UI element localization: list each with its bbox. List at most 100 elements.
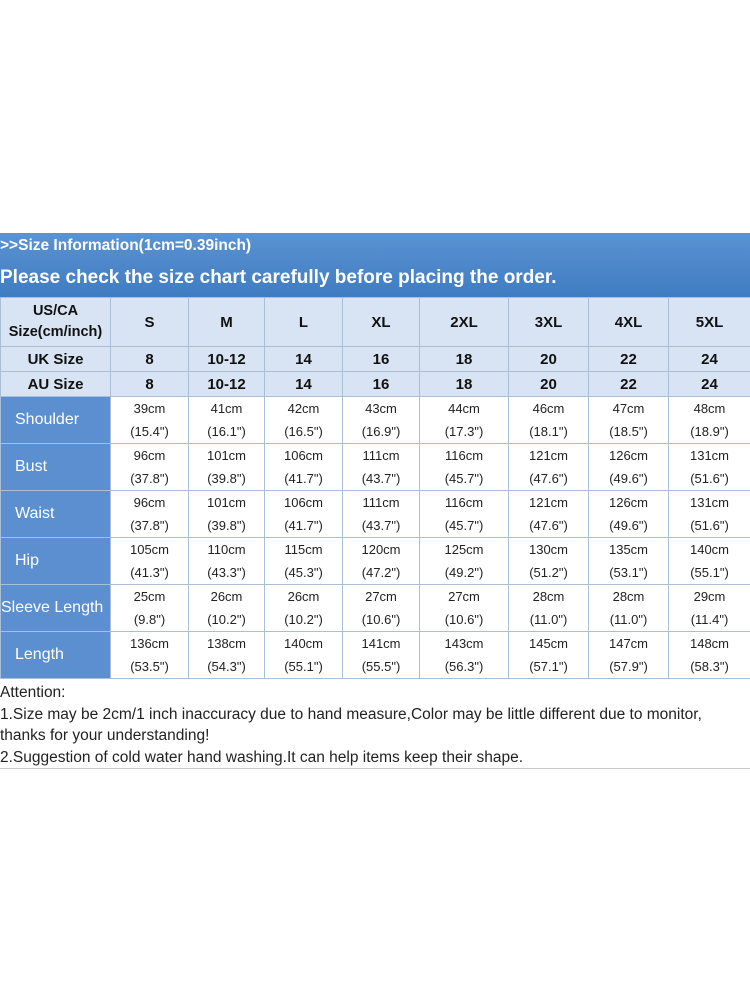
au-size-cell: 22: [588, 371, 669, 397]
size-unit-label: Size(cm/inch): [8, 324, 103, 340]
measurement-cell: 42cm (16.5"): [264, 396, 343, 444]
measurement-row: Shoulder 39cm (15.4") 41cm (16.1") 42cm (16.5"…: [0, 396, 750, 444]
measurement-cell: 96cm (37.8"): [110, 490, 189, 538]
cm-value: 141cm: [361, 636, 401, 651]
inch-value: (18.1"): [529, 424, 568, 439]
measurement-cell: 121cm (47.6"): [508, 443, 589, 491]
size-info-subtitle: Please check the size chart carefully be…: [0, 267, 557, 288]
inch-value: (43.7"): [361, 471, 401, 486]
measurement-cell: 141cm (55.5"): [342, 631, 420, 679]
measurement-cell: 110cm (43.3"): [188, 537, 265, 585]
au-size-cell: 16: [342, 371, 420, 397]
cm-value: 28cm: [532, 589, 565, 604]
measurement-cell: 106cm (41.7"): [264, 443, 343, 491]
measurement-label: Shoulder: [0, 396, 111, 444]
measurement-cell: 135cm (53.1"): [588, 537, 669, 585]
measurement-cell: 101cm (39.8"): [188, 443, 265, 491]
cm-value: 96cm: [133, 448, 166, 463]
measurement-cell: 48cm (18.9"): [668, 396, 750, 444]
inch-value: (47.6"): [529, 518, 568, 533]
measurement-cell: 138cm (54.3"): [188, 631, 265, 679]
cm-value: 115cm: [284, 542, 323, 557]
inch-value: (47.2"): [361, 565, 401, 580]
cm-value: 26cm: [210, 589, 243, 604]
inch-value: (10.2"): [284, 612, 323, 627]
inch-value: (55.1"): [690, 565, 729, 580]
measurement-cell: 115cm (45.3"): [264, 537, 343, 585]
cm-value: 148cm: [689, 636, 730, 651]
inch-value: (37.8"): [130, 471, 169, 486]
measurement-cell: 111cm (43.7"): [342, 443, 420, 491]
size-header-cell: 4XL: [588, 297, 669, 347]
measurement-row: Sleeve Length 25cm (9.8") 26cm (10.2") 26cm (1…: [0, 584, 750, 632]
size-header-cell: L: [264, 297, 343, 347]
cm-value: 43cm: [365, 401, 397, 416]
inch-value: (57.9"): [609, 659, 648, 674]
inch-value: (16.9"): [361, 424, 401, 439]
inch-value: (54.3"): [207, 659, 246, 674]
inch-value: (11.4"): [690, 612, 729, 627]
attention-note-2: 2.Suggestion of cold water hand washing.…: [0, 748, 524, 766]
us-ca-label: US/CA: [32, 303, 79, 319]
inch-value: (51.6"): [690, 471, 729, 486]
measurement-cell: 148cm (58.3"): [668, 631, 750, 679]
size-info-banner: [0, 233, 750, 297]
size-header-cell: M: [188, 297, 265, 347]
inch-value: (10.6"): [361, 612, 401, 627]
cm-value: 126cm: [608, 495, 649, 510]
cm-value: 47cm: [612, 401, 645, 416]
cm-value: 101cm: [206, 495, 247, 510]
corner-header-cell: US/CA Size(cm/inch): [0, 297, 111, 347]
cm-value: 25cm: [133, 589, 166, 604]
measurement-cell: 28cm (11.0"): [588, 584, 669, 632]
cm-value: 116cm: [444, 495, 484, 510]
inch-value: (49.2"): [444, 565, 484, 580]
measurement-cell: 106cm (41.7"): [264, 490, 343, 538]
uk-size-row: UK Size 8 10-12 14 16 18 20 22 24: [0, 346, 750, 372]
cm-value: 121cm: [528, 448, 569, 463]
size-header-cell: 2XL: [419, 297, 509, 347]
cm-value: 26cm: [287, 589, 320, 604]
measurement-cell: 26cm (10.2"): [188, 584, 265, 632]
inch-value: (55.5"): [361, 659, 401, 674]
cm-value: 44cm: [448, 401, 480, 416]
cm-value: 39cm: [133, 401, 166, 416]
measurement-cell: 44cm (17.3"): [419, 396, 509, 444]
cm-value: 27cm: [365, 589, 397, 604]
cm-value: 41cm: [210, 401, 243, 416]
measurement-cell: 27cm (10.6"): [419, 584, 509, 632]
inch-value: (51.6"): [690, 518, 729, 533]
measurement-cell: 39cm (15.4"): [110, 396, 189, 444]
inch-value: (16.1"): [207, 424, 246, 439]
cm-value: 147cm: [608, 636, 649, 651]
cm-value: 105cm: [129, 542, 170, 557]
inch-value: (45.7"): [444, 471, 484, 486]
size-header-cell: XL: [342, 297, 420, 347]
cm-value: 111cm: [362, 495, 400, 510]
au-size-cell: 8: [110, 371, 189, 397]
measurement-cell: 116cm (45.7"): [419, 443, 509, 491]
measurement-cell: 27cm (10.6"): [342, 584, 420, 632]
inch-value: (9.8"): [133, 612, 166, 627]
inch-value: (53.1"): [609, 565, 648, 580]
measurement-cell: 120cm (47.2"): [342, 537, 420, 585]
measurement-cell: 121cm (47.6"): [508, 490, 589, 538]
measurement-label: Bust: [0, 443, 111, 491]
uk-size-cell: 10-12: [188, 346, 265, 372]
inch-value: (11.0"): [609, 612, 648, 627]
measurement-cell: 41cm (16.1"): [188, 396, 265, 444]
measurement-cell: 140cm (55.1"): [264, 631, 343, 679]
measurement-cell: 126cm (49.6"): [588, 490, 669, 538]
measurement-row: Hip 105cm (41.3") 110cm (43.3") 115cm (45.3") 1…: [0, 537, 750, 585]
cm-value: 106cm: [283, 448, 324, 463]
measurement-label: Sleeve Length: [0, 584, 111, 632]
au-size-row: AU Size 8 10-12 14 16 18 20 22 24: [0, 371, 750, 397]
measurement-cell: 143cm (56.3"): [419, 631, 509, 679]
measurement-cell: 130cm (51.2"): [508, 537, 589, 585]
attention-note-1-cont: thanks for your understanding!: [0, 727, 210, 744]
measurement-cell: 136cm (53.5"): [110, 631, 189, 679]
au-size-cell: 20: [508, 371, 589, 397]
cm-value: 125cm: [444, 542, 484, 557]
attention-title: Attention:: [0, 684, 66, 701]
attention-note-1: 1.Size may be 2cm/1 inch inaccuracy due …: [0, 705, 702, 723]
